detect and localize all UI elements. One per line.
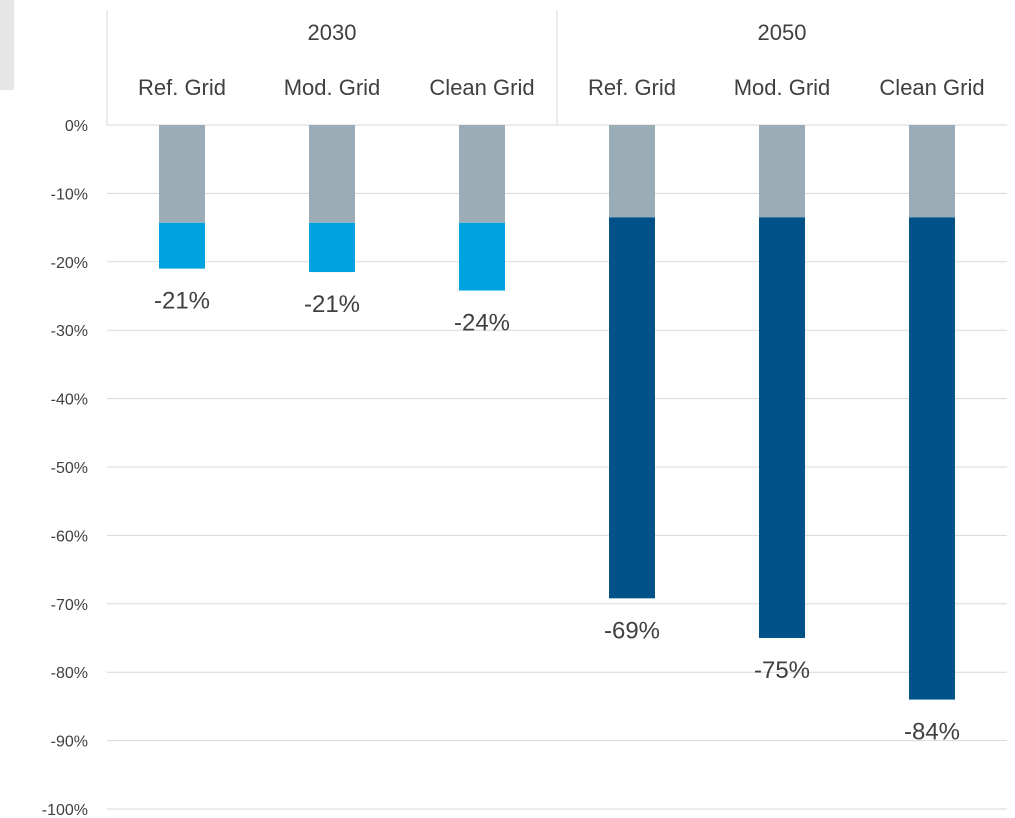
edge-panel: [0, 0, 14, 90]
y-tick-label: -10%: [51, 186, 88, 203]
data-label: -75%: [754, 657, 810, 684]
category-label: Mod. Grid: [734, 75, 831, 100]
y-tick-label: -20%: [51, 255, 88, 272]
category-label: Clean Grid: [879, 75, 984, 100]
bar-reduction-segment: [309, 222, 355, 273]
y-tick-label: -40%: [51, 392, 88, 409]
bar-reduction-segment: [759, 217, 805, 638]
category-label: Mod. Grid: [284, 75, 381, 100]
y-tick-label: -80%: [51, 665, 88, 682]
y-tick-label: -30%: [51, 323, 88, 340]
bar-base-segment: [159, 125, 205, 223]
bar-base-segment: [459, 125, 505, 223]
group-label: 2050: [758, 20, 807, 45]
y-tick-label: -90%: [51, 734, 88, 751]
bar-reduction-segment: [159, 222, 205, 269]
bar-reduction-segment: [909, 217, 955, 700]
bar-reduction-segment: [459, 222, 505, 291]
data-label: -24%: [454, 310, 510, 337]
y-tick-label: -100%: [42, 802, 88, 818]
category-label: Ref. Grid: [138, 75, 226, 100]
category-header: 2030 2050 Ref. Grid Mod. Grid Clean Grid Ref.…: [106, 10, 985, 125]
data-label: -21%: [154, 288, 210, 315]
y-tick-label: -50%: [51, 460, 88, 477]
bars: [159, 125, 955, 700]
y-tick-label: -60%: [51, 528, 88, 545]
group-label: 2030: [308, 20, 357, 45]
data-label: -69%: [604, 617, 660, 644]
category-label: Clean Grid: [429, 75, 534, 100]
bar-base-segment: [909, 125, 955, 218]
bar-base-segment: [759, 125, 805, 218]
bar-reduction-segment: [609, 217, 655, 599]
category-label: Ref. Grid: [588, 75, 676, 100]
y-tick-label: -70%: [51, 597, 88, 614]
data-labels: -21% -21% -24% -69% -75% -84%: [154, 288, 960, 746]
bar-base-segment: [309, 125, 355, 223]
y-tick-label: 0%: [65, 118, 88, 135]
bar-base-segment: [609, 125, 655, 218]
data-label: -21%: [304, 291, 360, 318]
data-label: -84%: [904, 719, 960, 746]
y-axis-ticks: 0% -10% -20% -30% -40% -50% -60% -70% -80% -90% -1…: [42, 118, 88, 818]
gridlines: [107, 124, 1007, 810]
